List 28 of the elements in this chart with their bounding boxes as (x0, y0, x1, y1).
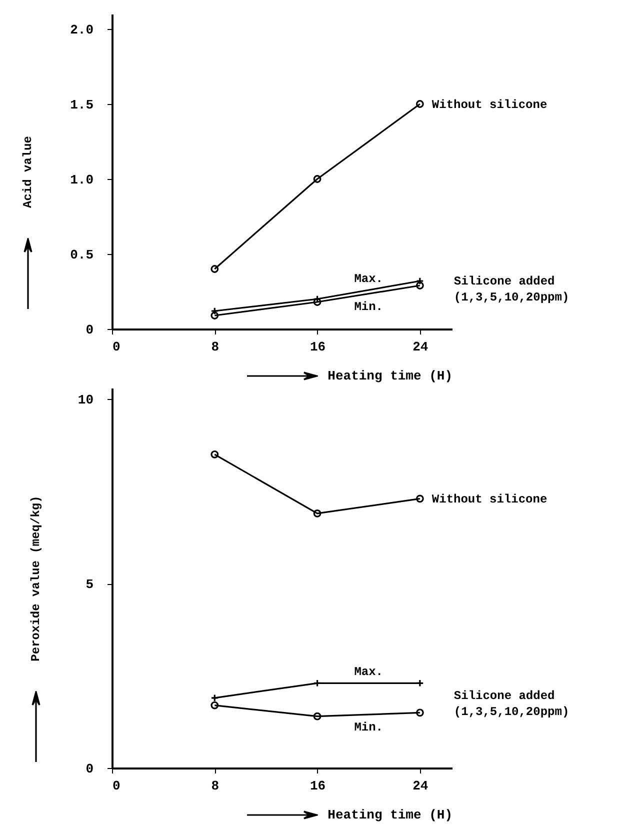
series-label: Max. (354, 665, 384, 680)
y-tick-label: 0 (86, 762, 94, 776)
y-axis-title: Acid value (21, 136, 36, 208)
y-tick-label: 10 (78, 392, 94, 408)
series-label: Without silicone (432, 98, 548, 112)
y-tick-label: 0.5 (70, 248, 94, 262)
x-tick-label: 8 (211, 778, 220, 794)
y-tick-label: 1.0 (70, 172, 94, 188)
x-tick-label: 16 (310, 340, 326, 354)
y-axis-title: Peroxide value (meq/kg) (28, 496, 43, 662)
series-label: Min. (354, 720, 384, 735)
y-tick-label: 2.0 (70, 22, 94, 38)
series-label: Min. (354, 300, 384, 314)
y-tick-label: 0 (86, 322, 94, 338)
x-tick-label: 0 (112, 778, 120, 794)
x-axis-title: Heating time (H) (328, 808, 452, 822)
text: Silicone added (1,3,5,10,20ppm) (454, 274, 570, 304)
x-tick-label: 8 (211, 340, 220, 354)
y-tick-label: 5 (86, 577, 94, 592)
series-label: Max. (354, 272, 384, 286)
x-tick-label: 24 (412, 340, 428, 354)
x-tick-label: 16 (310, 778, 326, 794)
text: Silicone added (1,3,5,10,20ppm) (454, 688, 570, 719)
y-tick-label: 1.5 (70, 98, 94, 112)
x-tick-label: 0 (112, 340, 120, 354)
x-axis-title: Heating time (H) (328, 368, 452, 384)
series-label: Without silicone (432, 492, 548, 507)
x-tick-label: 24 (412, 778, 428, 794)
